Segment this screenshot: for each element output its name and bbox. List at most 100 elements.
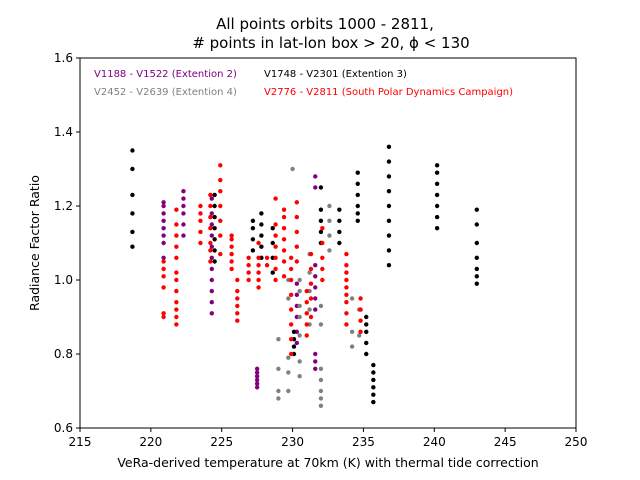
data-point-s0-g5-p0 xyxy=(313,366,318,371)
data-point-s3-g4-p5 xyxy=(218,177,223,183)
data-point-s0-g2-p1 xyxy=(209,300,214,305)
data-point-s1-g1-p5 xyxy=(212,203,217,209)
data-point-s3-g2-p3 xyxy=(198,211,203,216)
data-point-s3-g14-p1 xyxy=(304,322,309,327)
data-point-s0-g3-p0 xyxy=(254,385,260,390)
data-point-s1-g2-p1 xyxy=(250,237,256,242)
data-point-s3-g2-p0 xyxy=(198,240,203,246)
data-point-s3-g3-p3 xyxy=(208,226,213,231)
y-tick-label: 1.2 xyxy=(54,199,73,213)
data-point-s2-g0-p2 xyxy=(276,366,281,371)
data-point-s3-g12-p2 xyxy=(288,322,294,327)
data-point-s2-g5-p4 xyxy=(318,366,324,371)
data-point-s3-g8-p0 xyxy=(256,285,261,290)
data-point-s2-g0-p3 xyxy=(276,337,281,342)
data-point-s2-g4-p1 xyxy=(307,307,312,312)
data-point-s3-g11-p5 xyxy=(281,214,287,220)
data-point-s0-g0-p1 xyxy=(161,240,166,246)
data-point-s3-g5-p0 xyxy=(229,266,234,272)
data-point-s1-g10-p4 xyxy=(371,370,376,375)
data-point-s0-g5-p4 xyxy=(313,296,318,301)
data-point-s1-g11-p2 xyxy=(386,233,392,238)
data-point-s0-g2-p0 xyxy=(209,311,214,316)
data-point-s3-g16-p0 xyxy=(320,277,325,283)
data-point-s1-g1-p0 xyxy=(212,259,217,264)
data-point-s1-g8-p4 xyxy=(355,181,360,186)
legend-entry-extention-3: V1748 - V2301 (Extention 3) xyxy=(264,69,407,80)
data-point-s3-g11-p3 xyxy=(281,237,287,242)
data-point-s3-g17-p5 xyxy=(344,277,349,283)
data-point-s3-g5-p5 xyxy=(229,233,234,238)
data-point-s3-g15-p0 xyxy=(308,314,314,320)
data-point-s3-g16-p1 xyxy=(320,266,325,272)
data-point-s0-g0-p5 xyxy=(161,211,166,216)
data-point-s3-g17-p4 xyxy=(344,285,349,290)
data-point-s3-g12-p0 xyxy=(288,351,294,357)
data-point-s0-g4-p5 xyxy=(294,281,300,286)
data-point-s3-g3-p1 xyxy=(208,248,213,253)
data-point-s1-g0-p5 xyxy=(130,148,135,153)
data-point-s3-g12-p5 xyxy=(288,277,294,283)
data-point-s1-g10-p0 xyxy=(371,399,376,405)
data-point-s3-g4-p2 xyxy=(218,218,223,223)
data-point-s0-g1-p5 xyxy=(181,189,186,194)
data-point-s3-g0-p0 xyxy=(161,314,166,320)
data-point-s3-g5-p1 xyxy=(229,259,234,264)
data-point-s1-g0-p1 xyxy=(130,229,135,235)
x-tick-label: 235 xyxy=(352,435,375,449)
data-point-s3-g11-p1 xyxy=(281,259,287,264)
data-point-s1-g13-p5 xyxy=(474,222,479,227)
data-point-s3-g16-p4 xyxy=(320,226,325,231)
data-point-s0-g2-p8 xyxy=(209,222,214,227)
data-point-s3-g6-p5 xyxy=(235,277,240,283)
data-point-s3-g17-p6 xyxy=(344,270,349,275)
data-point-s1-g13-p6 xyxy=(474,207,479,212)
data-point-s1-g11-p3 xyxy=(386,218,392,223)
data-point-s3-g10-p4 xyxy=(273,233,278,238)
data-point-s1-g6-p4 xyxy=(318,185,324,190)
data-point-s1-g0-p4 xyxy=(130,166,135,172)
data-point-s1-g7-p0 xyxy=(337,240,342,246)
data-point-s1-g7-p3 xyxy=(337,207,342,212)
data-point-s0-g3-p2 xyxy=(254,377,260,383)
data-point-s3-g12-p1 xyxy=(288,337,294,342)
data-point-s3-g13-p0 xyxy=(294,259,300,264)
data-point-s3-g14-p0 xyxy=(304,333,309,338)
data-point-s3-g3-p6 xyxy=(208,192,213,198)
data-point-s3-g10-p6 xyxy=(273,196,278,201)
data-point-s3-g15-p4 xyxy=(308,251,314,257)
data-point-s3-g4-p6 xyxy=(218,163,223,168)
data-point-s3-g13-p1 xyxy=(294,244,300,249)
data-point-s3-g0-p5 xyxy=(161,259,166,264)
data-point-s2-g7-p1 xyxy=(349,329,355,334)
data-point-s3-g17-p3 xyxy=(344,292,349,297)
data-point-s3-g2-p2 xyxy=(198,218,203,223)
data-point-s1-g8-p5 xyxy=(355,170,360,175)
data-point-s3-g4-p0 xyxy=(218,251,223,257)
y-tick-label: 1.4 xyxy=(54,125,73,139)
data-point-s2-g7-p0 xyxy=(349,344,355,349)
data-point-s3-g4-p1 xyxy=(218,233,223,238)
data-point-s1-g11-p1 xyxy=(386,248,392,253)
data-point-s3-g14-p3 xyxy=(304,300,309,305)
data-point-s1-g12-p5 xyxy=(434,170,440,175)
legend: V1188 - V1522 (Extention 2) V1748 - V230… xyxy=(94,69,513,98)
data-point-s2-g8-p0 xyxy=(356,333,362,338)
data-point-s3-g18-p2 xyxy=(358,307,363,312)
data-point-s1-g4-p0 xyxy=(270,270,275,275)
data-point-s0-g1-p3 xyxy=(181,203,186,209)
data-point-s1-g10-p1 xyxy=(371,392,376,397)
data-point-s3-g7-p1 xyxy=(246,270,251,275)
data-point-s2-g1-p1 xyxy=(286,370,291,375)
data-point-s3-g0-p1 xyxy=(161,311,166,316)
x-axis-label: VeRa-derived temperature at 70km (K) wit… xyxy=(117,455,538,470)
data-point-s1-g2-p2 xyxy=(250,226,256,231)
data-point-s1-g10-p2 xyxy=(371,385,376,390)
data-point-s1-g1-p1 xyxy=(212,248,217,253)
data-point-s1-g7-p1 xyxy=(337,229,342,235)
data-point-s1-g0-p0 xyxy=(130,244,135,249)
data-point-s3-g10-p5 xyxy=(273,222,278,227)
x-tick-label: 250 xyxy=(565,435,588,449)
data-point-s3-g18-p1 xyxy=(358,318,363,323)
data-point-s1-g4-p3 xyxy=(270,226,275,231)
